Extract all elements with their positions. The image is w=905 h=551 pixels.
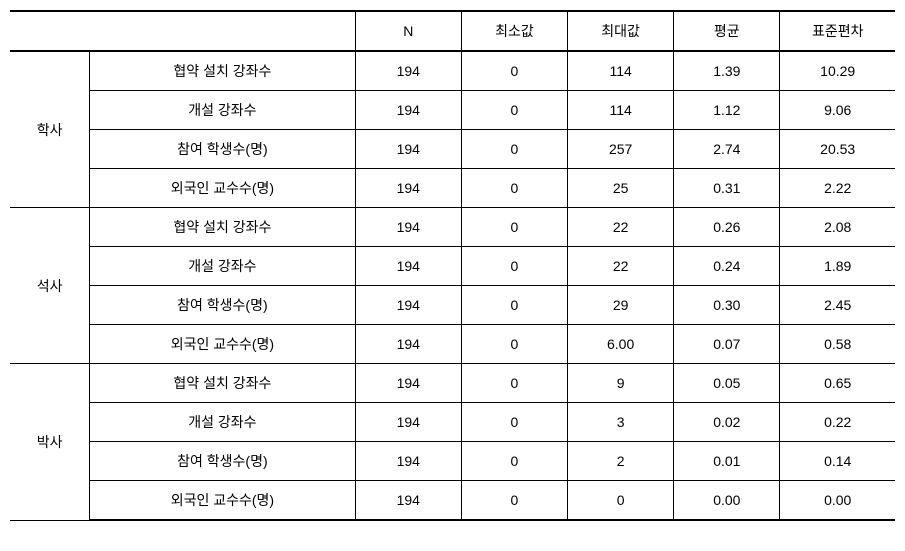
table-row: 외국인 교수수(명) 194 0 6.00 0.07 0.58 [10, 325, 895, 364]
cell-max: 29 [568, 286, 674, 325]
category-cell: 석사 [10, 208, 90, 364]
cell-min: 0 [461, 130, 567, 169]
cell-min: 0 [461, 208, 567, 247]
table-body: 학사 협약 설치 강좌수 194 0 114 1.39 10.29 개설 강좌수… [10, 51, 895, 520]
cell-avg: 0.01 [674, 442, 780, 481]
header-min: 최소값 [461, 11, 567, 51]
table-row: 학사 협약 설치 강좌수 194 0 114 1.39 10.29 [10, 51, 895, 91]
cell-std: 20.53 [780, 130, 895, 169]
row-label: 개설 강좌수 [90, 91, 356, 130]
cell-max: 9 [568, 364, 674, 403]
row-label: 외국인 교수수(명) [90, 169, 356, 208]
cell-std: 0.22 [780, 403, 895, 442]
cell-min: 0 [461, 91, 567, 130]
cell-std: 0.58 [780, 325, 895, 364]
cell-max: 6.00 [568, 325, 674, 364]
cell-avg: 1.12 [674, 91, 780, 130]
header-blank [10, 11, 355, 51]
row-label: 개설 강좌수 [90, 403, 356, 442]
cell-n: 194 [355, 286, 461, 325]
cell-n: 194 [355, 481, 461, 521]
cell-avg: 0.00 [674, 481, 780, 521]
cell-n: 194 [355, 130, 461, 169]
table-row: 박사 협약 설치 강좌수 194 0 9 0.05 0.65 [10, 364, 895, 403]
cell-avg: 0.07 [674, 325, 780, 364]
cell-min: 0 [461, 51, 567, 91]
cell-std: 0.14 [780, 442, 895, 481]
row-label: 협약 설치 강좌수 [90, 208, 356, 247]
cell-std: 2.08 [780, 208, 895, 247]
cell-max: 22 [568, 208, 674, 247]
row-label: 외국인 교수수(명) [90, 325, 356, 364]
cell-n: 194 [355, 51, 461, 91]
cell-std: 2.45 [780, 286, 895, 325]
row-label: 개설 강좌수 [90, 247, 356, 286]
header-std: 표준편차 [780, 11, 895, 51]
row-label: 참여 학생수(명) [90, 130, 356, 169]
cell-avg: 0.26 [674, 208, 780, 247]
header-row: N 최소값 최대값 평균 표준편차 [10, 11, 895, 51]
cell-min: 0 [461, 442, 567, 481]
row-label: 참여 학생수(명) [90, 286, 356, 325]
cell-std: 10.29 [780, 51, 895, 91]
cell-n: 194 [355, 169, 461, 208]
cell-min: 0 [461, 364, 567, 403]
cell-min: 0 [461, 169, 567, 208]
cell-max: 3 [568, 403, 674, 442]
cell-avg: 0.24 [674, 247, 780, 286]
cell-n: 194 [355, 364, 461, 403]
table-row: 참여 학생수(명) 194 0 257 2.74 20.53 [10, 130, 895, 169]
cell-max: 257 [568, 130, 674, 169]
header-max: 최대값 [568, 11, 674, 51]
cell-avg: 0.02 [674, 403, 780, 442]
cell-avg: 2.74 [674, 130, 780, 169]
header-avg: 평균 [674, 11, 780, 51]
cell-min: 0 [461, 325, 567, 364]
cell-avg: 1.39 [674, 51, 780, 91]
cell-min: 0 [461, 481, 567, 521]
cell-max: 114 [568, 91, 674, 130]
header-n: N [355, 11, 461, 51]
cell-n: 194 [355, 325, 461, 364]
cell-max: 114 [568, 51, 674, 91]
table-row: 개설 강좌수 194 0 3 0.02 0.22 [10, 403, 895, 442]
cell-std: 0.00 [780, 481, 895, 521]
row-label: 외국인 교수수(명) [90, 481, 356, 521]
cell-avg: 0.31 [674, 169, 780, 208]
cell-std: 1.89 [780, 247, 895, 286]
cell-min: 0 [461, 247, 567, 286]
row-label: 협약 설치 강좌수 [90, 364, 356, 403]
cell-max: 2 [568, 442, 674, 481]
table-row: 개설 강좌수 194 0 22 0.24 1.89 [10, 247, 895, 286]
cell-max: 22 [568, 247, 674, 286]
cell-min: 0 [461, 403, 567, 442]
cell-n: 194 [355, 403, 461, 442]
table-row: 외국인 교수수(명) 194 0 25 0.31 2.22 [10, 169, 895, 208]
cell-avg: 0.30 [674, 286, 780, 325]
table-row: 석사 협약 설치 강좌수 194 0 22 0.26 2.08 [10, 208, 895, 247]
cell-n: 194 [355, 247, 461, 286]
category-cell: 박사 [10, 364, 90, 521]
cell-max: 25 [568, 169, 674, 208]
cell-min: 0 [461, 286, 567, 325]
table-row: 참여 학생수(명) 194 0 2 0.01 0.14 [10, 442, 895, 481]
cell-std: 9.06 [780, 91, 895, 130]
table-row: 참여 학생수(명) 194 0 29 0.30 2.45 [10, 286, 895, 325]
row-label: 참여 학생수(명) [90, 442, 356, 481]
cell-avg: 0.05 [674, 364, 780, 403]
statistics-table: N 최소값 최대값 평균 표준편차 학사 협약 설치 강좌수 194 0 114… [10, 10, 895, 521]
cell-std: 2.22 [780, 169, 895, 208]
cell-n: 194 [355, 91, 461, 130]
statistics-table-container: N 최소값 최대값 평균 표준편차 학사 협약 설치 강좌수 194 0 114… [10, 10, 895, 521]
cell-std: 0.65 [780, 364, 895, 403]
row-label: 협약 설치 강좌수 [90, 51, 356, 91]
table-row: 외국인 교수수(명) 194 0 0 0.00 0.00 [10, 481, 895, 521]
cell-n: 194 [355, 208, 461, 247]
category-cell: 학사 [10, 51, 90, 208]
table-row: 개설 강좌수 194 0 114 1.12 9.06 [10, 91, 895, 130]
cell-max: 0 [568, 481, 674, 521]
cell-n: 194 [355, 442, 461, 481]
